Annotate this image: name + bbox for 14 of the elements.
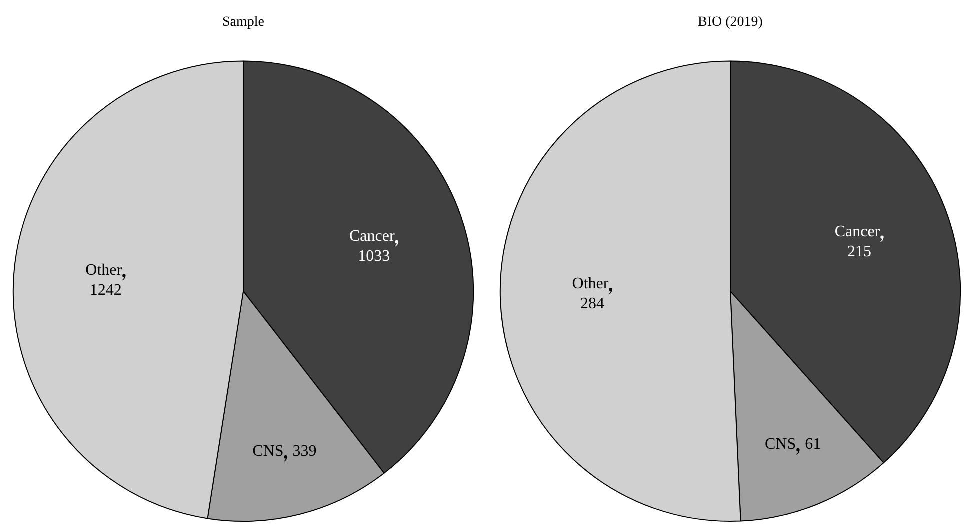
chart-title: BIO (2019)	[698, 15, 764, 30]
slice-label: CNS	[764, 436, 796, 454]
data-label: 1242	[90, 282, 122, 299]
chart-title: Sample	[222, 15, 264, 30]
data-label: 215	[847, 243, 872, 260]
slice-label: Other	[572, 276, 610, 293]
data-label: 284	[580, 296, 604, 313]
slice-label: Other	[86, 262, 123, 279]
slice-label: CNS	[252, 443, 284, 460]
slice-label: Cancer	[834, 223, 881, 240]
data-label: 339	[292, 443, 317, 460]
data-label: 61	[805, 436, 822, 454]
data-label: 1033	[358, 248, 390, 265]
slice-label: Cancer	[349, 228, 396, 245]
